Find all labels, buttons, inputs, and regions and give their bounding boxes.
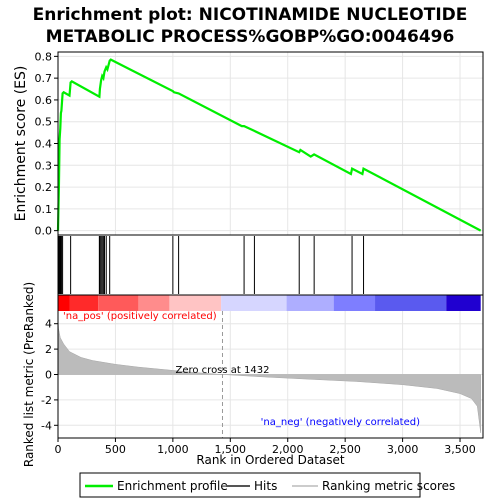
es-tick-label: 0.6 — [35, 94, 53, 107]
heat-segment — [58, 295, 70, 311]
x-tick-label: 500 — [105, 443, 126, 456]
ranking-metric-area — [57, 319, 481, 433]
es-tick-label: 0.4 — [35, 138, 53, 151]
heat-segment — [333, 295, 376, 311]
es-tick-label: 0.8 — [35, 50, 53, 63]
es-panel: 0.8 0.7 0.6 0.5 0.4 0.3 0.2 0.1 0.0 Enrichment sc… — [13, 50, 484, 238]
x-tick-label: 3,500 — [444, 443, 476, 456]
metric-tick-label: -2 — [41, 394, 52, 407]
metric-frame — [57, 294, 484, 439]
zero-cross-label: Zero cross at 1432 — [175, 365, 269, 376]
metric-tick-label: 0 — [45, 369, 52, 382]
heat-segment — [446, 295, 481, 311]
metric-y-axis-label: Ranked list metric (PreRanked) — [22, 282, 36, 467]
positive-correlation-label: 'na_pos' (positively correlated) — [63, 311, 217, 322]
x-tick-label: 1,000 — [157, 443, 189, 456]
metric-tick-label: 4 — [45, 318, 52, 331]
x-tick-label: 0 — [55, 443, 62, 456]
chart-title-line-1: Enrichment plot: NICOTINAMIDE NUCLEOTIDE — [33, 5, 468, 25]
x-axis-label: Rank in Ordered Dataset — [196, 453, 344, 467]
ranking-heat-strip — [58, 295, 481, 311]
hits-frame — [57, 234, 484, 296]
legend-label-hits: Hits — [254, 479, 277, 493]
legend-label-metric: Ranking metric scores — [322, 479, 455, 493]
x-axis: 0 500 1,000 1,500 2,000 2,500 3,000 3,500 Rank i… — [55, 438, 476, 467]
es-tick-label: 0.3 — [35, 159, 53, 172]
legend-label-profile: Enrichment profile — [117, 479, 228, 493]
heat-segment — [98, 295, 139, 311]
heat-segment — [286, 295, 334, 311]
heat-segment — [375, 295, 447, 311]
chart-title-line-2: METABOLIC PROCESS%GOBP%GO:0046496 — [46, 27, 455, 47]
es-tick-label: 0.7 — [35, 72, 53, 85]
x-tick-label: 2,000 — [272, 443, 304, 456]
es-tick-label: 0.1 — [35, 203, 53, 216]
hits-panel — [57, 234, 484, 296]
x-tick-label: 1,500 — [215, 443, 247, 456]
enrichment-profile-line — [56, 58, 482, 232]
heat-segment — [138, 295, 170, 311]
x-tick-label: 2,500 — [329, 443, 361, 456]
metric-panel: 4 2 0 -2 -4 'na_pos' (positively correlated) Z… — [22, 282, 484, 467]
metric-tick-label: 2 — [45, 343, 52, 356]
es-tick-label: 0.0 — [35, 225, 53, 238]
negative-correlation-label: 'na_neg' (negatively correlated) — [261, 417, 420, 428]
heat-segment — [169, 295, 222, 311]
es-tick-label: 0.5 — [35, 116, 53, 129]
x-tick-label: 3,000 — [387, 443, 419, 456]
es-tick-label: 0.2 — [35, 181, 53, 194]
heat-segment — [69, 295, 99, 311]
legend: Enrichment profile Hits Ranking metric sco… — [79, 472, 455, 498]
heat-segment — [221, 295, 287, 311]
metric-tick-label: -4 — [41, 419, 52, 432]
es-y-axis-label: Enrichment score (ES) — [13, 66, 29, 222]
